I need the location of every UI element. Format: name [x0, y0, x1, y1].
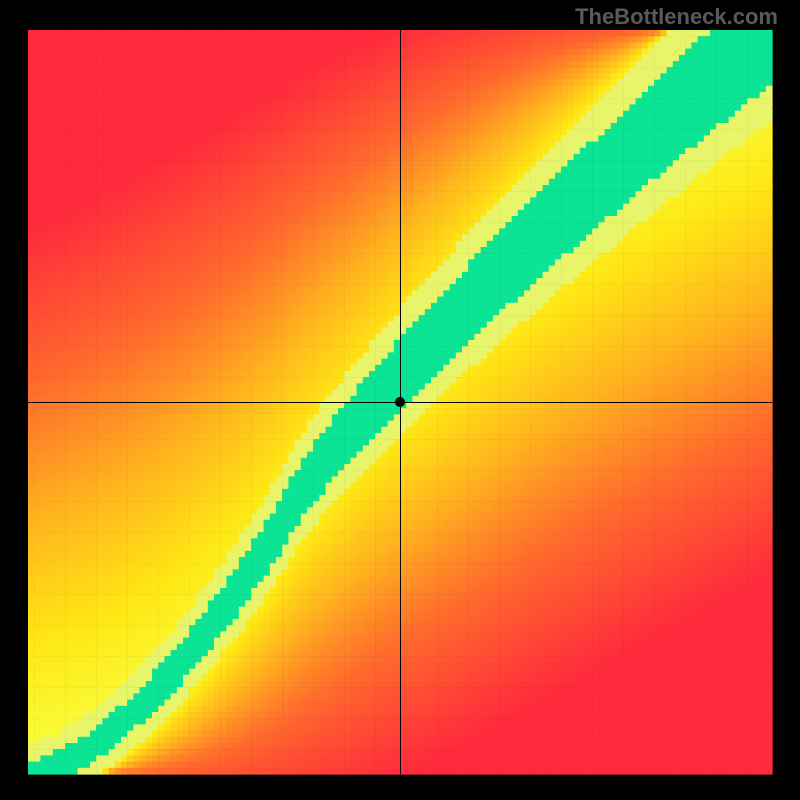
- bottleneck-heatmap: [0, 0, 800, 800]
- watermark-text: TheBottleneck.com: [575, 4, 778, 30]
- chart-container: TheBottleneck.com: [0, 0, 800, 800]
